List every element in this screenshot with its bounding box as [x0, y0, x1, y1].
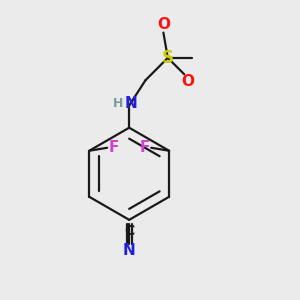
Text: O: O — [157, 17, 170, 32]
Text: C: C — [124, 224, 134, 238]
Text: F: F — [140, 140, 150, 155]
Text: N: N — [123, 243, 136, 258]
Text: F: F — [109, 140, 119, 155]
Text: S: S — [162, 49, 174, 67]
Text: O: O — [181, 74, 194, 89]
Text: N: N — [124, 95, 137, 110]
Text: H: H — [113, 97, 123, 110]
